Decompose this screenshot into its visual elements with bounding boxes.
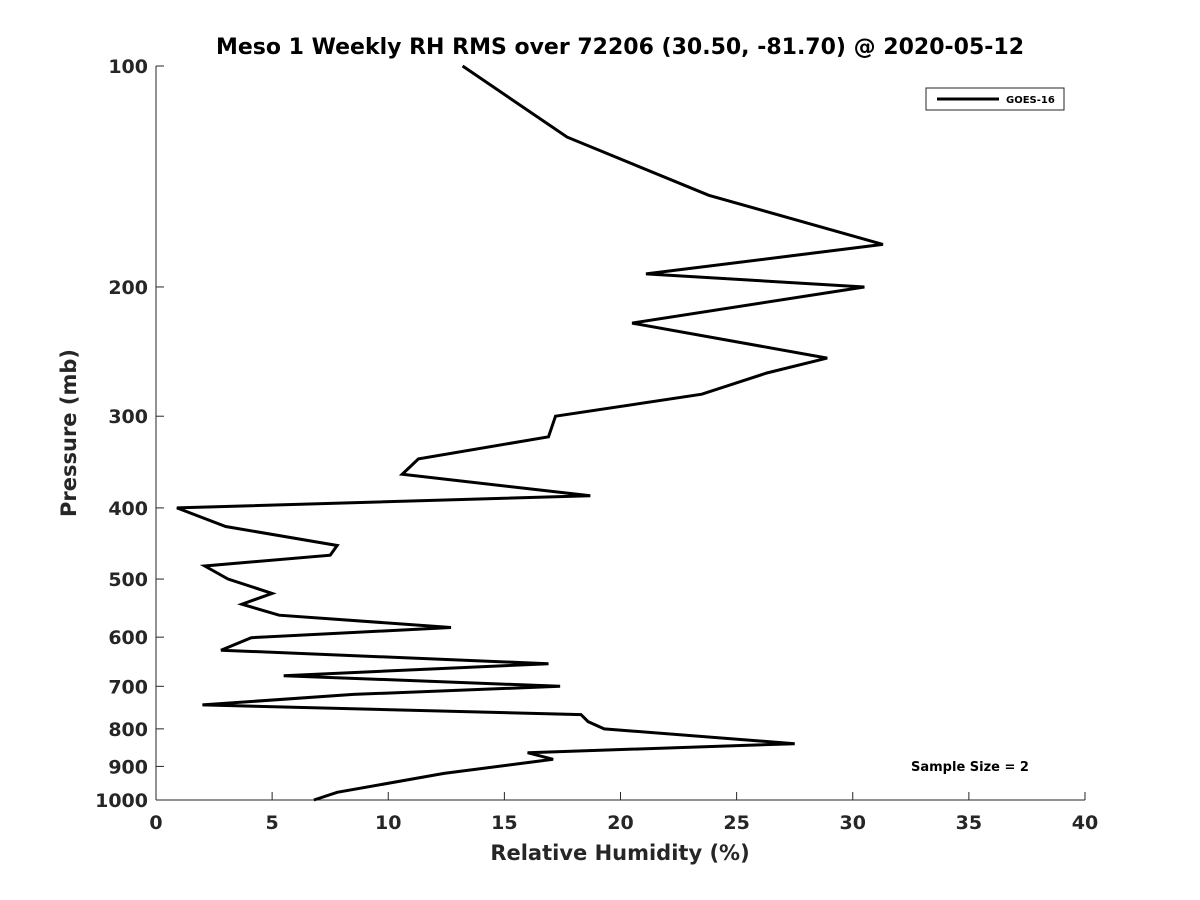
y-axis-label: Pressure (mb) bbox=[57, 349, 81, 517]
y-tick-label: 200 bbox=[108, 277, 148, 299]
chart-title: Meso 1 Weekly RH RMS over 72206 (30.50, … bbox=[216, 35, 1024, 60]
legend-entry-goes-16: GOES-16 bbox=[1006, 95, 1055, 106]
y-tick-label: 600 bbox=[108, 627, 148, 649]
x-tick-label: 0 bbox=[149, 812, 162, 834]
sample-size-annotation: Sample Size = 2 bbox=[911, 760, 1029, 775]
y-tick-label: 1000 bbox=[95, 790, 148, 812]
x-tick-label: 40 bbox=[1072, 812, 1098, 834]
y-axis-ticks: 100 200 300 400 500 600 700 800 900 1000 bbox=[95, 56, 164, 812]
y-tick-label: 300 bbox=[108, 406, 148, 428]
x-tick-label: 15 bbox=[491, 812, 517, 834]
x-axis-label: Relative Humidity (%) bbox=[490, 841, 749, 865]
x-tick-label: 30 bbox=[840, 812, 866, 834]
x-tick-label: 35 bbox=[956, 812, 982, 834]
y-tick-label: 500 bbox=[108, 569, 148, 591]
legend: GOES-16 bbox=[925, 87, 1065, 111]
series-line-goes-16 bbox=[176, 64, 884, 802]
x-axis-ticks: 0 5 10 15 20 25 30 35 40 bbox=[149, 792, 1098, 834]
plot-area: 0 5 10 15 20 25 30 35 40 100 200 300 400 500 600 700 80… bbox=[95, 56, 1098, 834]
y-tick-label: 800 bbox=[108, 719, 148, 741]
x-tick-label: 20 bbox=[607, 812, 633, 834]
x-tick-label: 25 bbox=[723, 812, 749, 834]
x-tick-label: 5 bbox=[266, 812, 279, 834]
y-tick-label: 400 bbox=[108, 498, 148, 520]
y-tick-label: 100 bbox=[108, 56, 148, 78]
y-tick-label: 900 bbox=[108, 756, 148, 778]
x-tick-label: 10 bbox=[375, 812, 401, 834]
y-tick-label: 700 bbox=[108, 676, 148, 698]
